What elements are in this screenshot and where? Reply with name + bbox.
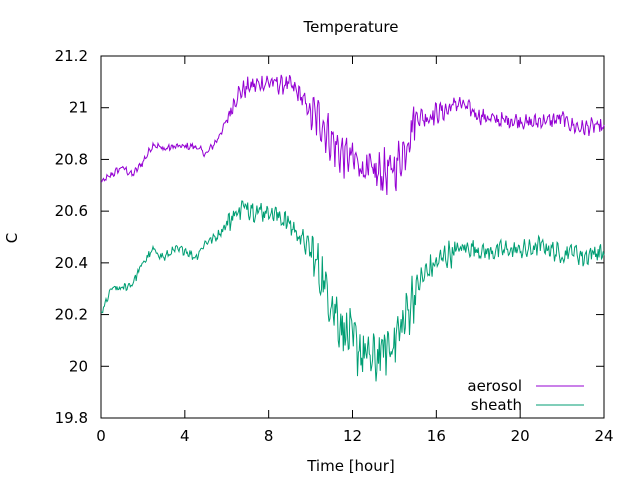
y-tick-label: 21 xyxy=(69,99,88,117)
y-tick-label: 20 xyxy=(69,357,88,375)
series-lines xyxy=(100,74,605,382)
x-axis-label: Time [hour] xyxy=(306,457,395,475)
y-tick-label: 20.4 xyxy=(55,254,88,272)
legend-label-sheath: sheath xyxy=(471,396,522,414)
plot-frame xyxy=(100,55,605,419)
x-axis: 0 4 8 12 16 20 24 xyxy=(96,56,614,445)
series-line-aerosol xyxy=(101,74,605,196)
x-tick-label: 8 xyxy=(264,427,274,445)
y-tick-label: 20.6 xyxy=(55,202,88,220)
x-tick-label: 0 xyxy=(96,427,106,445)
y-tick-label: 20.8 xyxy=(55,150,88,168)
x-tick-label: 16 xyxy=(427,427,446,445)
y-tick-label: 21.2 xyxy=(55,47,88,65)
y-tick-label: 19.8 xyxy=(55,409,88,427)
y-tick-label: 20.2 xyxy=(55,306,88,324)
x-tick-label: 4 xyxy=(180,427,190,445)
x-tick-label: 12 xyxy=(343,427,362,445)
y-axis: 19.8 20 20.2 20.4 20.6 20.8 21 21.2 xyxy=(55,47,604,427)
x-tick-label: 24 xyxy=(594,427,613,445)
x-tick-label: 20 xyxy=(511,427,530,445)
y-axis-label: C xyxy=(3,233,21,243)
series-line-sheath xyxy=(100,200,605,382)
chart-title: Temperature xyxy=(302,18,398,36)
legend-label-aerosol: aerosol xyxy=(467,377,522,395)
